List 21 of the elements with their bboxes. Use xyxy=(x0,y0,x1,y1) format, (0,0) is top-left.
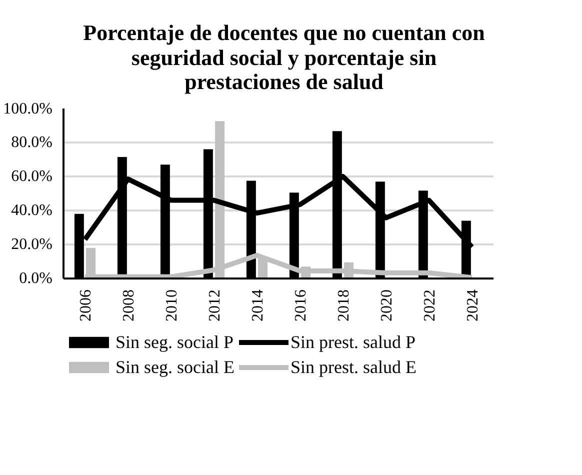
x-tick-label: 2008 xyxy=(120,289,138,322)
legend-label: Sin seg. social P xyxy=(115,332,234,353)
x-tick-label: 2010 xyxy=(164,289,180,322)
y-tick-label: 0.0% xyxy=(19,270,52,287)
x-tick-label: 2012 xyxy=(206,289,224,322)
chart-title: Porcentaje de docentes que no cuentan con seguridad social y porcentaje sin prestaciones de salud xyxy=(82,20,486,95)
legend-label: Sin seg. social E xyxy=(115,356,234,378)
x-tick-label: 2020 xyxy=(378,289,396,322)
x-tick-label: 2018 xyxy=(336,289,352,322)
legend-label: Sin prest. salud P xyxy=(290,332,416,353)
x-tick-label: 2022 xyxy=(422,289,438,322)
y-tick-label: 20.0% xyxy=(11,236,52,253)
y-tick-label: 60.0% xyxy=(11,168,52,185)
legend-label: Sin prest. salud E xyxy=(290,356,416,378)
y-tick-label: 100.0% xyxy=(3,100,52,118)
x-tick-label: 2016 xyxy=(292,289,310,322)
x-tick-label: 2024 xyxy=(464,289,482,322)
x-tick-label: 2014 xyxy=(250,289,266,322)
y-tick-label: 80.0% xyxy=(11,134,52,151)
y-tick-label: 40.0% xyxy=(11,202,52,219)
x-tick-label: 2006 xyxy=(78,289,94,322)
